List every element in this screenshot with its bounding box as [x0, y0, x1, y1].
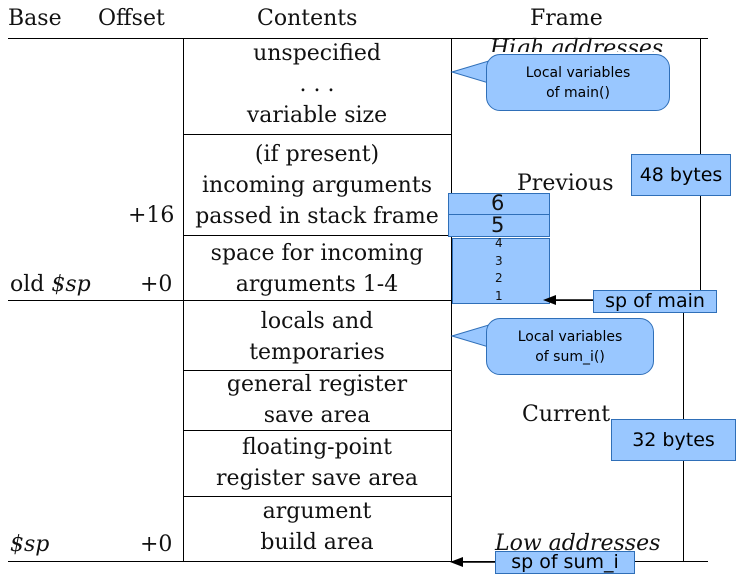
header-contents: Contents [257, 6, 358, 31]
cell-divider [183, 235, 451, 236]
callout-48-bytes: 48 bytes [631, 154, 731, 196]
callout-sp-of-main: sp of main [593, 290, 717, 313]
stack-arg-1-label: 1 [495, 289, 503, 303]
header-offset: Offset [98, 6, 165, 31]
cell-floating-point: floating-point register save area [216, 435, 418, 491]
base-sp: $sp [10, 532, 50, 557]
frame-current: Current [522, 402, 611, 427]
cell-space-incoming: space for incoming arguments 1-4 [210, 241, 424, 297]
stack-args-1-4 [452, 238, 550, 304]
callout-32-bytes: 32 bytes [611, 419, 736, 461]
offset-plus16: +16 [128, 203, 175, 228]
frame-divider-rule [8, 300, 708, 301]
bottom-rule [8, 561, 708, 562]
stack-arg-3-label: 3 [495, 254, 503, 268]
stack-arg-6-label: 6 [491, 191, 505, 215]
contents-right-border [451, 38, 452, 561]
stack-arg-2-label: 2 [495, 271, 503, 285]
contents-left-border [183, 38, 184, 561]
callout-sp-of-sum-i: sp of sum_i [495, 551, 635, 574]
cell-general-register: general register save area [226, 372, 408, 428]
header-rule [8, 38, 708, 39]
offset-plus0-sp: +0 [140, 532, 173, 557]
arrow-sp-sum [450, 557, 497, 567]
cell-divider [183, 496, 451, 497]
cell-locals: locals and temporaries [249, 309, 385, 365]
cell-divider [183, 430, 451, 431]
base-old-sp: old $sp [10, 272, 91, 297]
frame-previous: Previous [517, 171, 614, 196]
cell-unspecified: unspecified . . . variable size [246, 41, 388, 128]
callout-main-locals: Local variables of main() [486, 54, 670, 111]
cell-incoming-arguments: (if present) incoming arguments passed i… [195, 142, 439, 229]
arrow-sp-main [543, 295, 598, 305]
cell-divider [183, 370, 451, 371]
header-base: Base [8, 6, 62, 31]
header-frame: Frame [530, 6, 603, 31]
frame-high-addresses: High addresses [490, 36, 664, 52]
cell-divider [183, 134, 451, 135]
stack-arg-5-label: 5 [491, 213, 505, 237]
callout-sum-locals: Local variables of sum_i() [486, 318, 654, 375]
offset-plus0-old: +0 [140, 272, 173, 297]
cell-argument-build: argument build area [260, 499, 374, 555]
stack-arg-5 [448, 214, 550, 237]
stack-arg-4-label: 4 [495, 236, 503, 250]
